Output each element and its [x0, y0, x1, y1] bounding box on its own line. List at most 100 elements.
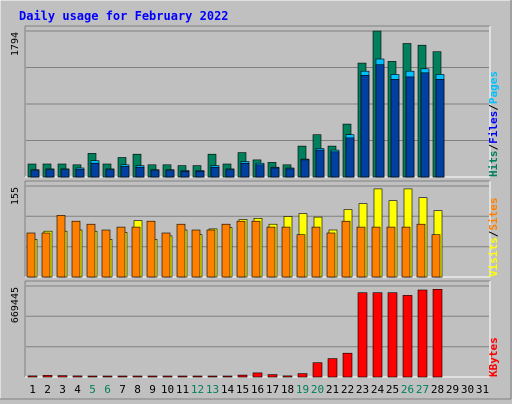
bar-sites-day-5: [86, 223, 96, 278]
bar-pages-day-10: [165, 170, 175, 178]
legend-kbytes: KBytes: [487, 337, 500, 377]
x-tick-label: 17: [266, 383, 279, 396]
x-tick-label: 19: [296, 383, 309, 396]
bar-kbytes-day-2: [42, 375, 53, 378]
x-tick-label: 26: [401, 383, 414, 396]
bar-kbytes-day-13: [207, 375, 218, 378]
x-tick-label: 28: [431, 383, 444, 396]
bar-kbytes-day-17: [267, 374, 278, 378]
panel-kbytes: 669445 KBytes: [10, 280, 500, 378]
bar-sites-day-27: [416, 223, 426, 278]
panel-kbytes-bars: [27, 288, 443, 378]
bar-kbytes-day-7: [117, 375, 128, 378]
panel-hits-legend: Hits/Files/Pages: [487, 71, 500, 177]
bar-sites-day-17: [266, 226, 276, 278]
bar-sites-day-23: [356, 226, 366, 278]
panel-kbytes-area: [25, 281, 490, 377]
bar-sites-day-18: [281, 226, 291, 278]
bar-kbytes-day-5: [87, 375, 98, 378]
bar-pages-day-28: [435, 79, 445, 178]
bar-pages-day-19: [300, 159, 310, 178]
bar-pages-day-3: [60, 169, 70, 178]
legend-sites: Sites: [487, 198, 500, 231]
bar-pages-day-18: [285, 168, 295, 178]
bar-sites-day-20: [311, 226, 321, 278]
x-tick-label: 14: [221, 383, 235, 396]
legend-files: Files: [487, 111, 500, 144]
bar-pages-day-21: [330, 151, 340, 178]
bar-sites-day-10: [161, 232, 171, 278]
bar-pages-day-2: [45, 169, 55, 178]
bar-sites-day-1: [26, 232, 36, 278]
bar-kbytes-day-9: [147, 375, 158, 378]
panel-hits-bars: [27, 30, 445, 178]
bar-pages-day-6: [105, 169, 115, 178]
legend-visits: Visits: [487, 237, 500, 277]
bar-kbytes-day-19: [297, 373, 308, 378]
bar-sites-day-11: [176, 223, 186, 278]
bar-pages-day-17: [270, 167, 280, 178]
bar-kbytes-day-28: [432, 288, 443, 378]
bar-sites-day-21: [326, 232, 336, 278]
bar-sites-day-22: [341, 220, 351, 278]
bar-kbytes-day-23: [357, 292, 368, 378]
bar-sites-day-14: [221, 223, 231, 278]
bar-kbytes-day-26: [402, 295, 413, 378]
x-tick-label: 16: [251, 383, 264, 396]
bar-sites-day-26: [401, 226, 411, 278]
x-tick-label: 11: [176, 383, 189, 396]
bar-sites-day-28: [431, 234, 441, 278]
bar-pages-day-8: [135, 166, 145, 178]
bar-pages-day-20: [315, 149, 325, 178]
bar-sites-day-3: [56, 215, 66, 278]
bar-pages-day-14: [225, 169, 235, 178]
bar-sites-day-9: [146, 220, 156, 278]
bar-kbytes-day-18: [282, 375, 293, 378]
bar-kbytes-day-24: [372, 292, 383, 378]
legend-pages: Pages: [487, 71, 500, 104]
bar-pages-day-5: [90, 162, 100, 178]
bar-kbytes-day-14: [222, 375, 233, 378]
bar-kbytes-day-21: [327, 358, 338, 378]
x-tick-label: 27: [416, 383, 429, 396]
x-tick-label: 8: [134, 383, 141, 396]
bar-pages-day-26: [405, 76, 415, 178]
bar-pages-day-22: [345, 137, 355, 178]
panel-kbytes-legend: KBytes: [487, 337, 500, 377]
x-tick-label: 21: [326, 383, 339, 396]
legend-separator: /: [487, 104, 500, 111]
x-tick-label: 20: [311, 383, 324, 396]
x-tick-label: 18: [281, 383, 294, 396]
bar-pages-day-23: [360, 75, 370, 178]
bar-pages-day-7: [120, 166, 130, 178]
x-tick-label: 29: [446, 383, 459, 396]
x-tick-label: 13: [206, 383, 219, 396]
x-tick-label: 2: [44, 383, 51, 396]
bar-pages-day-27: [420, 72, 430, 178]
bar-kbytes-day-4: [72, 375, 83, 378]
bar-sites-day-12: [191, 229, 201, 278]
bar-kbytes-day-10: [162, 375, 173, 378]
bar-kbytes-day-1: [27, 375, 38, 378]
x-tick-label: 23: [356, 383, 369, 396]
x-tick-label: 9: [149, 383, 156, 396]
bar-pages-day-11: [180, 171, 190, 178]
bar-sites-day-19: [296, 234, 306, 278]
legend-separator: /: [487, 144, 500, 151]
panel-visits: 155 Visits/Sites: [10, 180, 500, 278]
bar-kbytes-day-16: [252, 372, 263, 378]
bar-sites-day-24: [371, 226, 381, 278]
legend-separator: /: [487, 230, 500, 237]
bar-kbytes-day-20: [312, 362, 323, 378]
x-tick-label: 6: [104, 383, 111, 396]
x-tick-label: 5: [89, 383, 96, 396]
x-tick-label: 12: [191, 383, 204, 396]
x-axis: 1 2 3 4 5 6 7 8 9 10 11 12 13 14 15 16 17 18 19 20 21 22 23 24 2…: [29, 383, 489, 396]
bar-kbytes-day-22: [342, 352, 353, 378]
bar-pages-day-24: [375, 64, 385, 178]
bar-kbytes-day-8: [132, 375, 143, 378]
bar-sites-day-16: [251, 220, 261, 278]
